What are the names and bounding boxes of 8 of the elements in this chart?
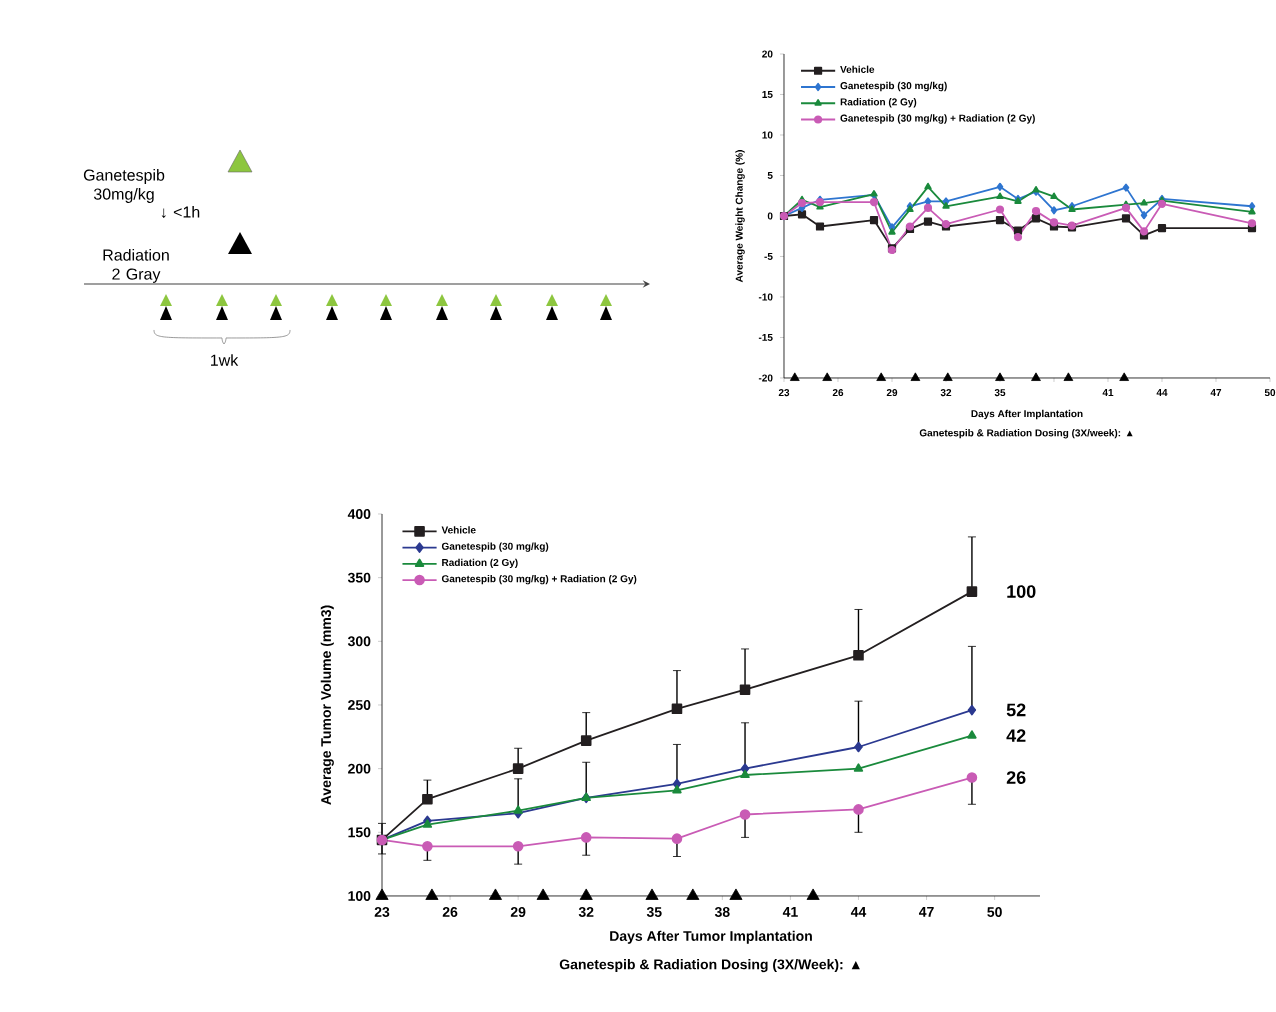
annotation: 26 bbox=[1006, 771, 1026, 784]
annotation: 100 bbox=[1007, 585, 1036, 598]
text: 1wk bbox=[211, 354, 239, 366]
annotation: 52 bbox=[1006, 703, 1026, 717]
text: ↓ <1h bbox=[161, 205, 200, 219]
annotation: 42 bbox=[1006, 729, 1026, 742]
text: Ganetespib 30mg/kg bbox=[83, 169, 165, 203]
text: Radiation 2 Gray bbox=[103, 249, 169, 283]
